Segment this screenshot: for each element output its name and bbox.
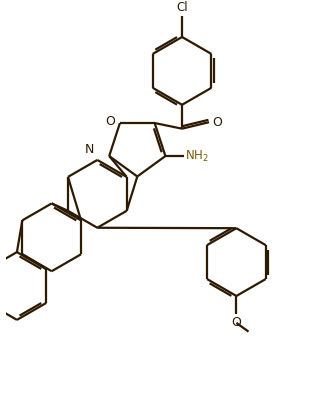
Text: Cl: Cl <box>176 1 188 14</box>
Text: O: O <box>231 316 241 329</box>
Text: N: N <box>84 143 94 156</box>
Text: O: O <box>213 116 222 129</box>
Text: O: O <box>106 115 116 128</box>
Text: NH$_2$: NH$_2$ <box>185 148 208 164</box>
